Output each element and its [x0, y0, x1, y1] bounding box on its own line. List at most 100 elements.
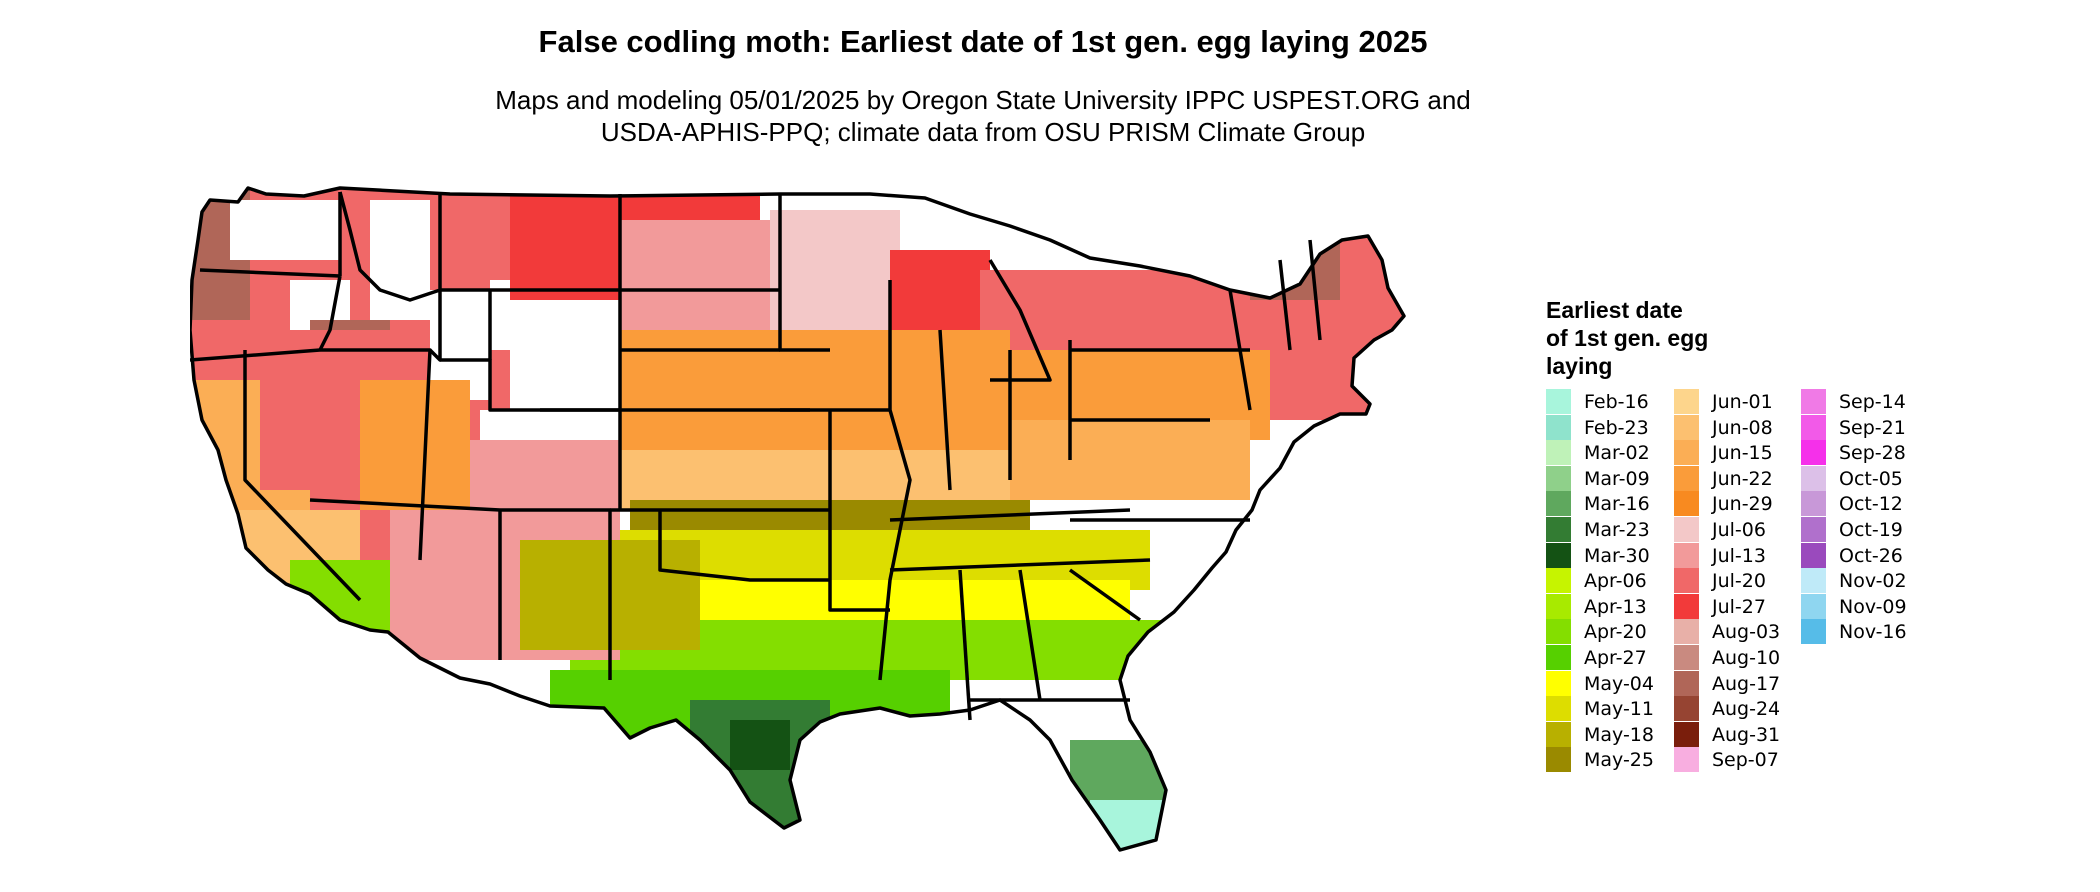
- legend-label: Nov-16: [1839, 621, 1907, 644]
- us-map: [190, 186, 1406, 852]
- legend-label: Mar-30: [1584, 544, 1650, 567]
- legend-swatch: [1801, 414, 1826, 440]
- legend-swatch: [1801, 389, 1826, 414]
- map-title: False codling moth: Earliest date of 1st…: [538, 24, 1428, 59]
- legend-swatch: [1801, 542, 1826, 568]
- legend-swatch: [1546, 542, 1571, 568]
- legend-swatch: [1674, 440, 1699, 466]
- legend-swatch: [1674, 721, 1699, 747]
- border-mo-ar: [828, 410, 890, 612]
- legend-label: Apr-27: [1584, 647, 1647, 669]
- legend-title-line-1: Earliest date: [1546, 297, 1683, 323]
- legend-swatch: [1674, 389, 1699, 414]
- legend-label: May-04: [1584, 672, 1654, 695]
- legend-swatch: [1674, 465, 1699, 491]
- legend-swatch: [1546, 696, 1571, 722]
- legend-label: Mar-09: [1584, 467, 1650, 490]
- border-ky-tn: [889, 508, 1131, 522]
- legend-label: May-11: [1584, 698, 1654, 721]
- legend-label: Oct-19: [1839, 519, 1903, 541]
- legend-label: Jun-01: [1712, 391, 1773, 413]
- border-tn-south: [889, 558, 1151, 572]
- legend-swatch: [1674, 696, 1699, 722]
- legend-swatch: [1801, 517, 1826, 542]
- legend-label: Apr-13: [1584, 595, 1647, 618]
- legend-label: Nov-02: [1839, 570, 1907, 593]
- legend-swatch: [1674, 491, 1699, 517]
- region-snow-white: [230, 200, 340, 260]
- region-central-plains: [620, 220, 770, 350]
- legend-swatch: [1801, 568, 1826, 594]
- legend-swatch: [1674, 747, 1699, 773]
- legend-label: Jun-08: [1712, 416, 1773, 439]
- border-ms-al: [958, 569, 972, 721]
- legend-swatch: [1674, 593, 1699, 619]
- legend-label: Mar-16: [1584, 493, 1650, 516]
- region-rio-grande: [730, 720, 790, 770]
- region-appalachia: [1010, 420, 1250, 500]
- border-mi-lp: [988, 259, 1052, 382]
- border-ms-river: [878, 280, 912, 681]
- legend-label: Sep-07: [1712, 749, 1779, 772]
- legend-label: Nov-09: [1839, 595, 1907, 618]
- legend-label: Apr-06: [1584, 570, 1647, 593]
- legend-swatch: [1674, 670, 1699, 696]
- legend-swatch: [1546, 414, 1571, 440]
- legend-swatch: [1674, 414, 1699, 440]
- legend-title-line-2: of 1st gen. egg: [1546, 325, 1709, 351]
- legend-label: Jun-22: [1712, 467, 1773, 490]
- legend-swatch: [1674, 568, 1699, 594]
- map-subtitle: Maps and modeling 05/01/2025 by Oregon S…: [0, 84, 1966, 148]
- legend-label: Mar-02: [1584, 442, 1650, 465]
- legend-label: Sep-28: [1839, 442, 1906, 465]
- border-ny-new-england: [1228, 289, 1252, 411]
- legend-swatch: [1546, 440, 1571, 466]
- legend-label: Jul-27: [1712, 595, 1766, 618]
- legend-swatch: [1801, 465, 1826, 491]
- legend-label: Jun-29: [1712, 493, 1773, 516]
- border-ga-sc: [1068, 568, 1142, 622]
- subtitle-line-1: Maps and modeling 05/01/2025 by Oregon S…: [495, 85, 1471, 115]
- region-snow-white: [370, 200, 430, 320]
- border-ut-az: [309, 498, 501, 512]
- legend-swatch: [1674, 517, 1699, 542]
- subtitle-line-2: USDA-APHIS-PPQ; climate data from OSU PR…: [600, 117, 1366, 147]
- legend-label: Oct-12: [1839, 493, 1903, 516]
- legend-swatch: [1546, 517, 1571, 542]
- border-nh-me: [1308, 239, 1322, 341]
- legend-swatch: [1546, 568, 1571, 594]
- border-wa-or: [199, 268, 341, 278]
- border-or-ca-nv: [190, 348, 321, 362]
- legend-label: Oct-05: [1839, 467, 1903, 490]
- legend-swatch: [1674, 645, 1699, 670]
- legend-swatch: [1546, 491, 1571, 517]
- border-ok-tx: [658, 510, 830, 582]
- border-ca-nv: [243, 350, 362, 602]
- legend-label: Aug-10: [1712, 647, 1781, 669]
- legend-label: Jun-15: [1712, 442, 1773, 465]
- legend-swatch: [1801, 593, 1826, 619]
- legend-label: May-18: [1584, 723, 1654, 746]
- legend-label: Jul-06: [1712, 519, 1766, 541]
- legend-label: Jul-20: [1712, 570, 1766, 593]
- border-al-ga: [1018, 569, 1042, 701]
- legend-swatch: [1801, 440, 1826, 466]
- legend-swatch: [1674, 619, 1699, 645]
- border-or-id: [318, 275, 342, 351]
- state-borders: [190, 186, 1406, 852]
- legend-swatch: [1546, 747, 1571, 773]
- legend-label: Aug-31: [1712, 723, 1781, 746]
- border-mn-wi: [778, 194, 830, 352]
- border-vt-nh: [1278, 259, 1292, 351]
- legend-label: Feb-16: [1584, 391, 1649, 413]
- legend-swatch: [1546, 389, 1571, 414]
- region-colorado-plateau: [360, 380, 470, 510]
- legend-swatch: [1546, 619, 1571, 645]
- legend-swatch: [1546, 593, 1571, 619]
- legend-title: Earliest date of 1st gen. egg laying: [1546, 296, 1708, 380]
- legend-title-line-3: laying: [1546, 353, 1613, 379]
- legend-label: Aug-17: [1712, 672, 1781, 695]
- legend-label: Apr-20: [1584, 621, 1647, 644]
- legend-swatch: [1546, 645, 1571, 670]
- legend-swatch: [1546, 465, 1571, 491]
